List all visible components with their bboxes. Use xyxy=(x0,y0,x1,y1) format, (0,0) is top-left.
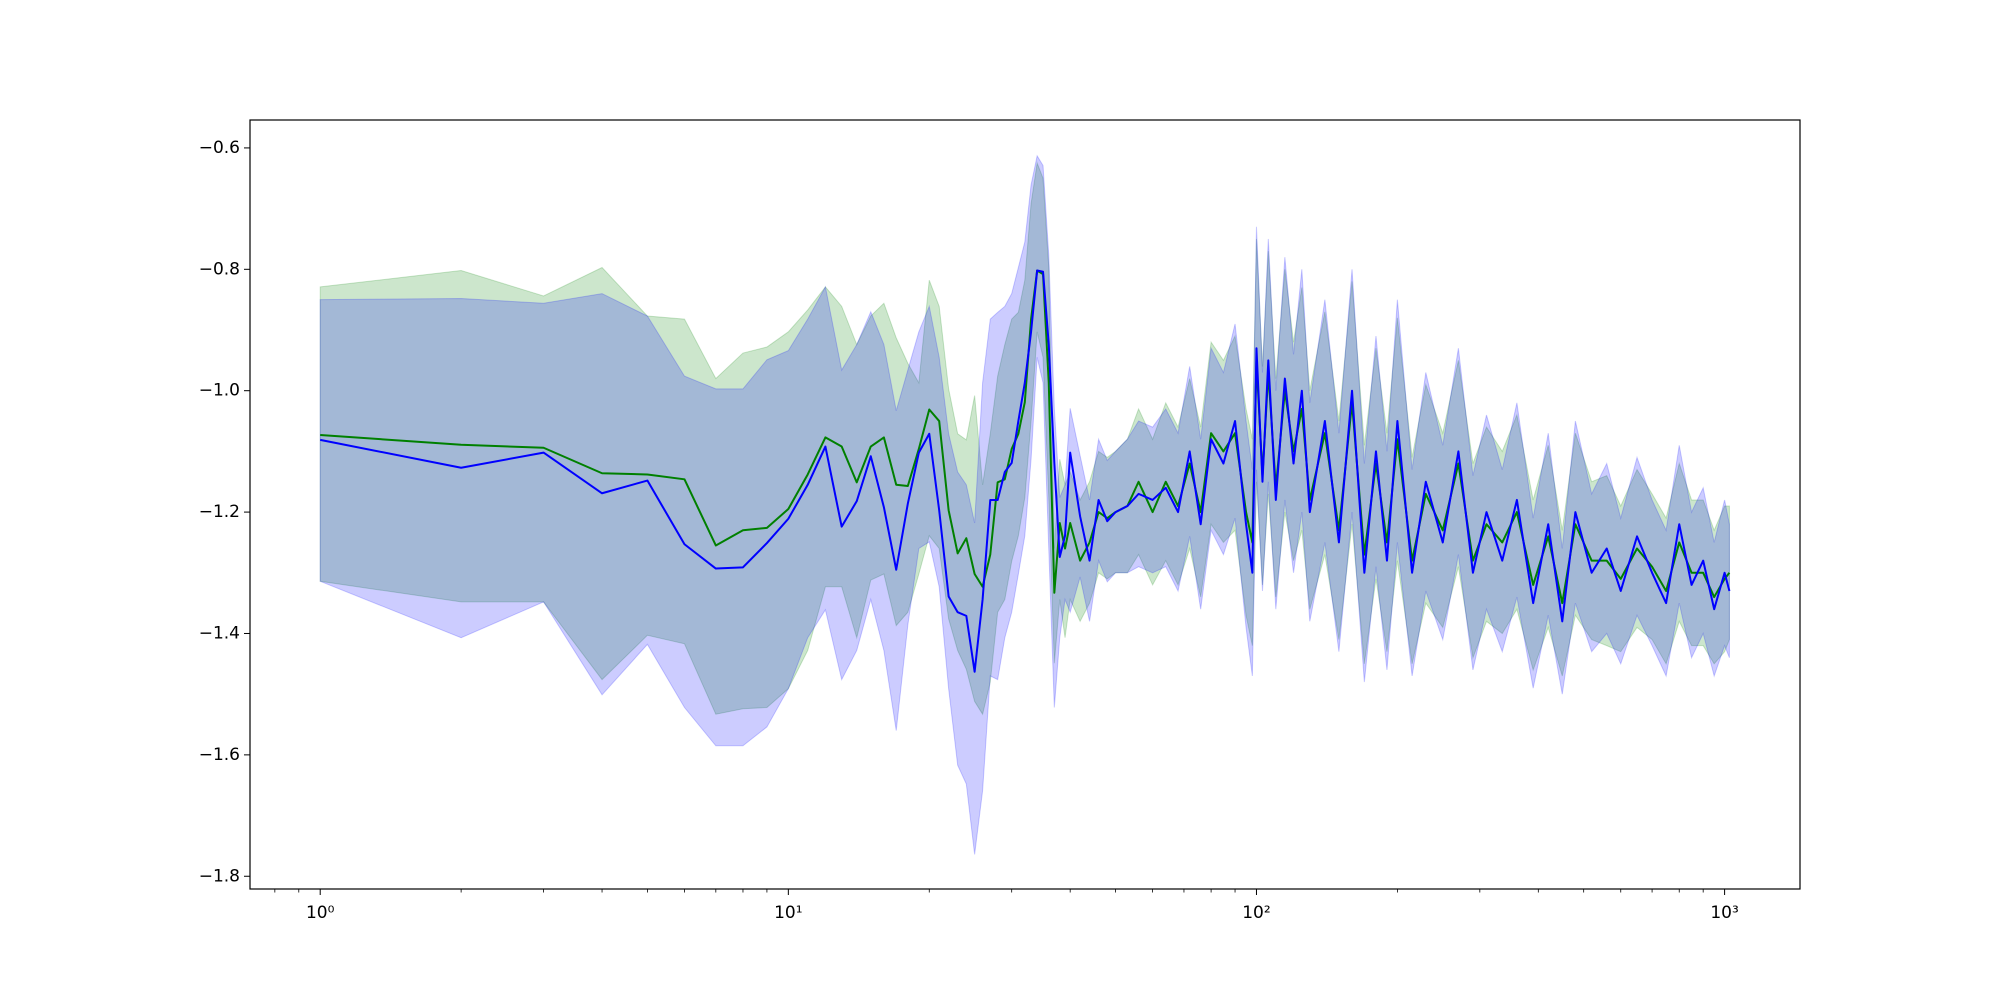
y-tick-label: −1.4 xyxy=(199,623,240,643)
y-tick-label: −0.8 xyxy=(199,259,240,279)
x-tick-label: 10² xyxy=(1242,903,1270,923)
y-tick-label: −1.8 xyxy=(199,866,240,886)
line xyxy=(320,269,1731,673)
band-area xyxy=(319,161,1730,716)
x-tick-label: 10³ xyxy=(1710,903,1738,923)
x-tick-label: 10⁰ xyxy=(306,903,335,923)
y-tick-label: −1.0 xyxy=(199,381,240,401)
x-tick-label: 10¹ xyxy=(774,903,802,923)
y-tick-label: −1.2 xyxy=(199,502,240,522)
line xyxy=(320,269,1731,605)
band-area xyxy=(319,154,1730,855)
y-tick-label: −1.6 xyxy=(199,745,240,765)
plot-area xyxy=(319,154,1731,855)
axes-frame xyxy=(249,119,1801,890)
y-tick-label: −0.6 xyxy=(199,138,240,158)
